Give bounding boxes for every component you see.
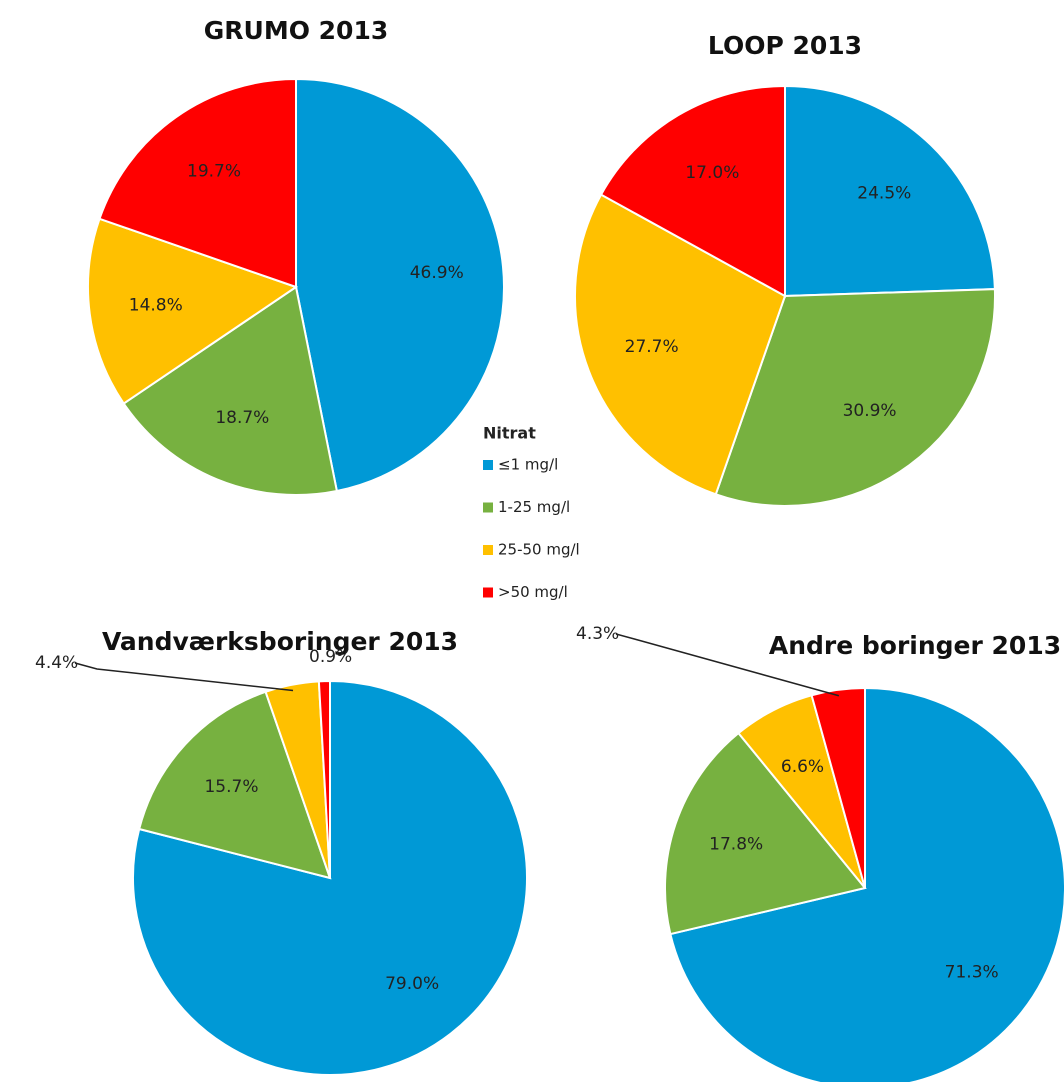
legend-swatch — [483, 545, 493, 555]
legend-label: 25-50 mg/l — [498, 541, 580, 559]
chart-title: Andre boringer 2013 — [769, 631, 1061, 660]
data-label: 30.9% — [843, 401, 897, 421]
legend-swatch — [483, 502, 493, 513]
leader-line — [615, 633, 840, 697]
chart-title: LOOP 2013 — [708, 31, 862, 60]
pie-slice — [137, 690, 332, 880]
pie-slice — [784, 84, 996, 298]
data-label: 17.8% — [709, 834, 763, 854]
data-label: 14.8% — [129, 295, 183, 315]
pie-slice — [714, 288, 996, 507]
pie-slice — [669, 686, 1064, 1082]
data-label: 27.7% — [625, 337, 679, 357]
legend-swatch — [483, 587, 493, 598]
pie-slice — [599, 84, 786, 298]
data-label: 17.0% — [685, 163, 739, 183]
leader-line — [74, 662, 294, 692]
data-label: 19.7% — [187, 162, 241, 182]
legend-swatch — [483, 460, 493, 470]
data-label: 4.4% — [35, 653, 78, 673]
data-label: 0.9% — [309, 647, 352, 667]
data-label: 4.3% — [576, 624, 619, 644]
data-label: 15.7% — [204, 777, 258, 797]
pie-slice — [295, 77, 505, 493]
data-label: 79.0% — [385, 974, 439, 994]
legend-title: Nitrat — [483, 424, 536, 443]
chart-title: Vandværksboringer 2013 — [102, 627, 458, 656]
pie-slice — [664, 731, 867, 936]
chart-title: GRUMO 2013 — [204, 16, 389, 45]
pie-slice — [122, 285, 339, 496]
legend-label: >50 mg/l — [498, 583, 568, 601]
pie-slice — [98, 77, 297, 289]
legend-label: 1-25 mg/l — [498, 498, 570, 516]
data-label: 71.3% — [945, 962, 999, 982]
pie-slice — [574, 193, 787, 496]
pie-slice — [810, 686, 866, 889]
data-label: 6.6% — [781, 757, 824, 777]
pie-slice — [87, 217, 299, 405]
legend-label: ≤1 mg/l — [498, 456, 558, 474]
data-label: 24.5% — [857, 183, 911, 203]
data-label: 46.9% — [410, 263, 464, 283]
data-label: 18.7% — [215, 408, 269, 428]
pie-slice — [317, 679, 331, 879]
